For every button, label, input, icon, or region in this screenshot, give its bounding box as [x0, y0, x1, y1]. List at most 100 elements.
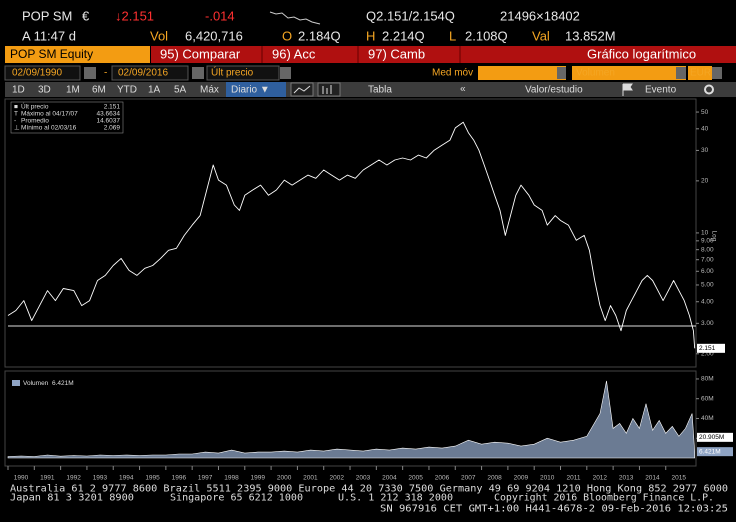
- x-tick-label: 1995: [145, 475, 160, 482]
- x-tick-label: 2015: [672, 475, 687, 482]
- calendar-icon[interactable]: [192, 67, 204, 79]
- dropdown[interactable]: [557, 67, 566, 79]
- legend-value: 2.069: [104, 125, 121, 132]
- dropdown[interactable]: [712, 67, 722, 79]
- back-button[interactable]: «: [460, 84, 466, 95]
- legend-marker: -: [14, 118, 16, 125]
- copyright: Copyright 2016 Bloomberg Finance L.P.: [494, 493, 714, 504]
- x-tick-label: 1998: [224, 475, 239, 482]
- bar-icon: [322, 85, 332, 94]
- period-button[interactable]: 3D: [38, 85, 51, 96]
- y-tick-label: 40: [701, 126, 709, 133]
- end-date: 02/09/2016: [118, 68, 168, 79]
- x-tick-label: 2000: [277, 475, 292, 482]
- currency-select[interactable]: [688, 66, 712, 80]
- time: A 11:47 d: [22, 28, 76, 43]
- table-button[interactable]: Tabla: [368, 85, 392, 96]
- x-tick-label: 1990: [14, 475, 29, 482]
- volume-area: [7, 380, 695, 459]
- security: POP SM Equity: [10, 47, 93, 61]
- tab-change[interactable]: 97) Camb: [368, 46, 425, 61]
- settings-icon[interactable]: [704, 84, 714, 95]
- x-tick-label: 2013: [619, 475, 634, 482]
- legend-label: Máximo al 04/17/07: [21, 111, 78, 118]
- period-button[interactable]: Máx: [200, 85, 219, 96]
- y-tick-label: 8.00: [701, 246, 714, 253]
- event-button[interactable]: Evento: [645, 85, 677, 96]
- period-button[interactable]: 1A: [148, 85, 161, 96]
- tab-compare[interactable]: 95) Comparar: [160, 46, 241, 61]
- bar-style-button[interactable]: [317, 82, 341, 97]
- legend-label: Últ precio: [21, 102, 49, 111]
- calendar-icon[interactable]: [84, 67, 96, 79]
- dropdown[interactable]: [280, 67, 291, 79]
- period-button[interactable]: 5A: [174, 85, 187, 96]
- currency-field: EUR: [690, 68, 711, 79]
- lower-field: Volumen: [576, 68, 615, 79]
- change: -.014: [205, 8, 235, 23]
- frequency: Diario ▼: [231, 85, 270, 96]
- x-tick-label: 1993: [93, 475, 108, 482]
- security-field[interactable]: [5, 46, 150, 63]
- frequency-button[interactable]: [226, 82, 286, 97]
- legend-value: 2.151: [104, 104, 121, 111]
- flag-icon: [622, 83, 633, 96]
- legend-label: Mínimo al 02/03/16: [21, 125, 77, 132]
- footer-contacts: Australia 61 2 9777 8600 Brazil 5511 239…: [10, 484, 728, 495]
- period-button[interactable]: YTD: [117, 85, 137, 96]
- x-tick-label: 2005: [408, 475, 423, 482]
- start-date-field[interactable]: [4, 65, 81, 81]
- x-tick-label: 2001: [303, 475, 318, 482]
- last-volume-label: 6.421M: [699, 448, 721, 455]
- moving-average-label: Med móv: [432, 68, 473, 79]
- x-tick-label: 1997: [198, 475, 213, 482]
- last-price: ↓2.151: [115, 8, 154, 23]
- field-select[interactable]: [206, 65, 280, 81]
- vol-value: 6,420,716: [185, 28, 243, 43]
- y-tick-label: 20: [701, 178, 709, 185]
- tab-bar: [151, 46, 736, 63]
- period-button[interactable]: 1M: [66, 85, 80, 96]
- y-tick-label: 80M: [701, 376, 714, 383]
- chart-mode[interactable]: Gráfico logarítmico: [587, 46, 696, 61]
- low-label: L: [449, 28, 456, 43]
- y-tick-label: 2.00: [701, 351, 714, 358]
- high-value: 2.214Q: [382, 28, 425, 43]
- y-tick-label: 9.00: [701, 238, 714, 245]
- x-tick-label: 1991: [40, 475, 55, 482]
- dropdown[interactable]: [676, 67, 686, 79]
- footer-contact: Japan 81 3 3201 8900: [10, 493, 134, 504]
- period-button[interactable]: 6M: [92, 85, 106, 96]
- bid-ask-size: 21496×18402: [500, 8, 580, 23]
- bid-ask: Q2.151/2.154Q: [366, 8, 455, 23]
- last-price-box: [697, 343, 725, 353]
- legend-value: 6.421M: [52, 380, 74, 387]
- ticker: POP SM: [22, 8, 72, 23]
- study-button[interactable]: Valor/estudio: [525, 85, 583, 96]
- legend-value: 43.6634: [97, 111, 121, 118]
- moving-average-field[interactable]: [478, 66, 566, 80]
- x-tick-label: 2004: [382, 475, 397, 482]
- y-tick-label: 4.00: [701, 298, 714, 305]
- x-tick-label: 2014: [645, 475, 660, 482]
- sparkline: [269, 11, 321, 25]
- footer-contact: U.S. 1 212 318 2000: [338, 493, 453, 504]
- currency: €: [82, 8, 90, 23]
- y-tick-label: 7.00: [701, 256, 714, 263]
- x-tick-label: 2008: [487, 475, 502, 482]
- toolbar: [5, 82, 736, 97]
- legend-marker: ⊥: [14, 125, 20, 132]
- x-tick-label: 2010: [540, 475, 555, 482]
- lower-field-select[interactable]: [572, 66, 686, 80]
- y-tick-label: 10: [701, 230, 709, 237]
- end-date-field[interactable]: [111, 65, 189, 81]
- x-tick-label: 2012: [593, 475, 608, 482]
- period-button[interactable]: 1D: [12, 85, 25, 96]
- session-info: SN 967916 CET GMT+1:00 H441-4678-2 09-Fe…: [380, 504, 728, 515]
- y-tick-label: 30: [701, 147, 709, 154]
- tab-actions[interactable]: 96) Acc: [272, 46, 316, 61]
- legend-box: [10, 101, 124, 134]
- open-value: 2.184Q: [298, 28, 341, 43]
- legend-value: 14.6037: [97, 118, 121, 125]
- start-date: 02/09/1990: [12, 68, 62, 79]
